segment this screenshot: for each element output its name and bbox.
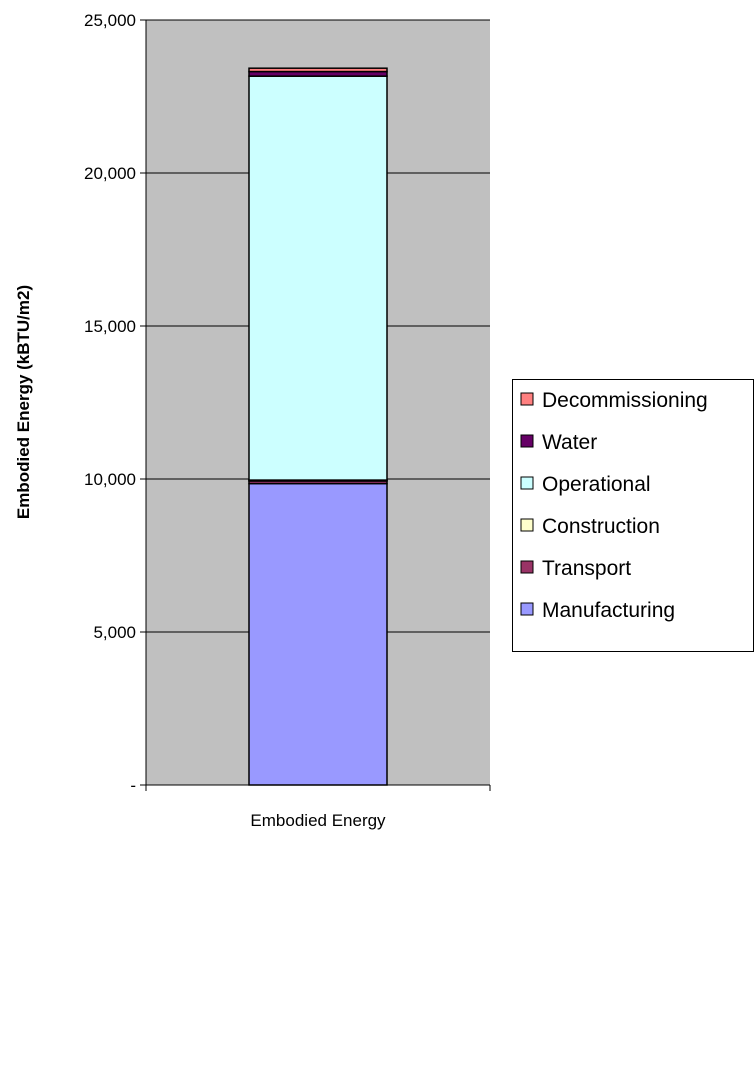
legend-swatch-decommissioning (520, 392, 534, 406)
y-tick-label: 10,000 (84, 470, 136, 489)
y-tick-label: 15,000 (84, 317, 136, 336)
bar-segment-operational (248, 75, 388, 481)
legend-swatch-water (520, 434, 534, 448)
y-tick-labels: - 5,000 10,000 15,000 20,000 25,000 (84, 11, 136, 795)
legend-label-decommissioning: Decommissioning (542, 389, 708, 412)
legend-swatch-transport (520, 560, 534, 574)
bar-segment-decommissioning (248, 67, 388, 73)
legend-label-water: Water (542, 431, 597, 454)
legend-swatch-construction (520, 518, 534, 532)
y-tick-label: 25,000 (84, 11, 136, 30)
legend-label-operational: Operational (542, 473, 651, 496)
y-tick-label: 20,000 (84, 164, 136, 183)
x-category-label: Embodied Energy (250, 811, 386, 830)
legend-label-construction: Construction (542, 515, 660, 538)
legend: Decommissioning Water Operational Construct… (512, 379, 754, 652)
y-axis-label: Embodied Energy (kBTU/m2) (14, 285, 33, 519)
bar-stack (248, 67, 388, 786)
legend-label-transport: Transport (542, 557, 631, 580)
axes (140, 19, 491, 791)
bar-segment-manufacturing (248, 482, 388, 786)
legend-label-manufacturing: Manufacturing (542, 599, 675, 622)
legend-box (512, 379, 754, 652)
y-tick-label: - (130, 776, 136, 795)
legend-swatch-operational (520, 476, 534, 490)
legend-swatch-manufacturing (520, 602, 534, 616)
y-tick-label: 5,000 (93, 623, 136, 642)
